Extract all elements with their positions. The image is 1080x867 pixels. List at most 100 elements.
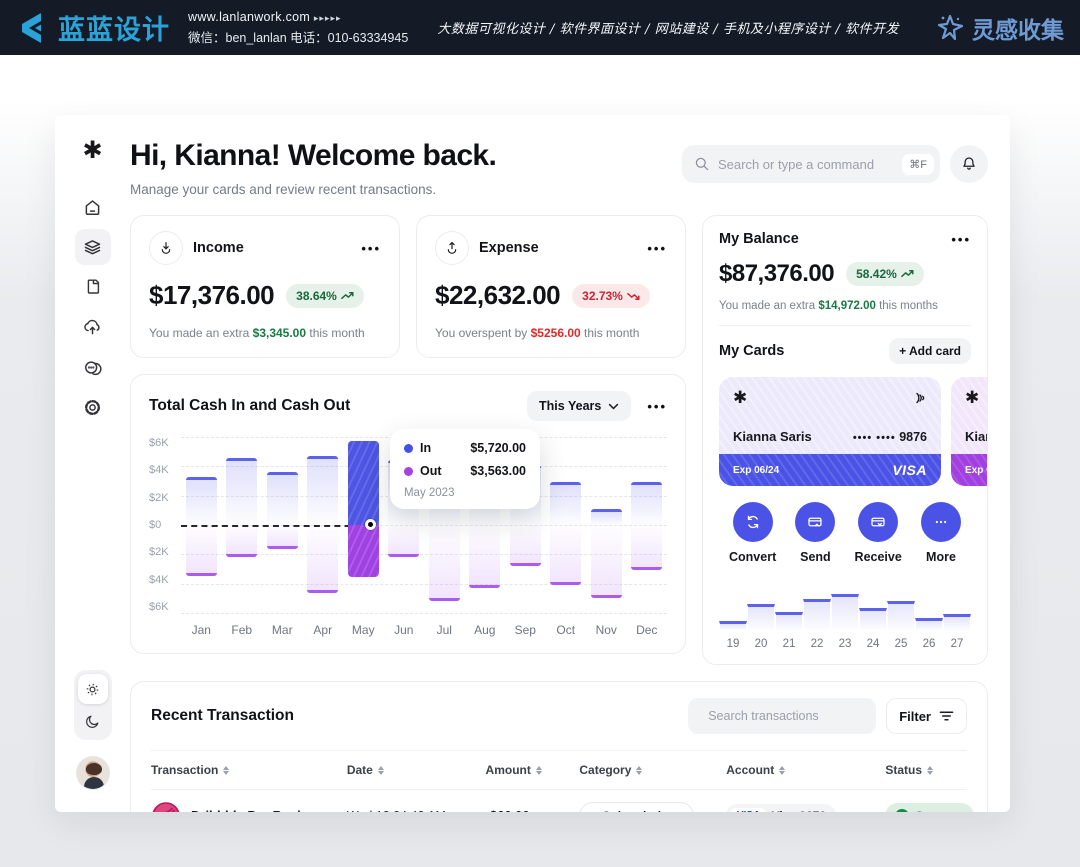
x-tick: Mar	[271, 623, 293, 637]
light-mode-button[interactable]	[77, 674, 108, 704]
banner-contact-line: 微信：ben_lanlan 电话：010-63334945	[188, 30, 409, 45]
gridline	[181, 613, 667, 614]
visa-logo: VISA	[730, 808, 766, 812]
notifications-button[interactable]	[950, 145, 988, 183]
sidebar-item-settings[interactable]	[75, 389, 111, 425]
balance-menu-button[interactable]: •••	[951, 231, 971, 247]
bar-out	[631, 525, 663, 571]
x-tick: Dec	[636, 623, 658, 637]
credit-card-1[interactable]: ✱ Kianna Saris •••• •••• 9876 Exp 06/24 …	[719, 377, 941, 486]
table-row[interactable]: Dribbble Pro Business Wed 12:24:42 AM-$60…	[151, 789, 975, 812]
cloud-upload-icon	[84, 319, 100, 334]
mini-bar-21	[775, 612, 803, 630]
contactless-icon	[916, 392, 925, 404]
more-dots-icon	[935, 520, 947, 524]
filter-button[interactable]: Filter	[886, 698, 967, 734]
transaction-name: Dribbble Pro Business	[191, 808, 330, 812]
income-menu-button[interactable]: •••	[361, 240, 381, 256]
cashflow-title: Total Cash In and Cash Out	[149, 397, 351, 414]
card-masked-digits: •••• ••••	[852, 432, 896, 444]
x-tick: Feb	[231, 623, 253, 637]
banner-url: www.lanlanwork.com	[188, 9, 311, 24]
bar-out	[550, 525, 582, 586]
more-button[interactable]: More	[920, 502, 961, 564]
chart-column-oct[interactable]	[546, 437, 587, 613]
transactions-search-input[interactable]	[708, 709, 870, 723]
expense-trend-badge: 32.73%	[572, 283, 650, 308]
banner-contact: www.lanlanwork.com ▸▸▸▸▸ 微信：ben_lanlan 电…	[188, 10, 408, 46]
expense-menu-button[interactable]: •••	[647, 240, 667, 256]
chart-column-dec[interactable]	[627, 437, 668, 613]
send-card-icon	[808, 517, 823, 527]
x-tick: Sep	[514, 623, 536, 637]
income-trend-badge: 38.64%	[286, 283, 364, 308]
my-cards-title: My Cards	[719, 343, 785, 359]
bar-out	[509, 525, 541, 567]
range-dropdown[interactable]: This Years	[527, 391, 632, 421]
layers-icon	[84, 239, 101, 254]
x-tick: Nov	[595, 623, 617, 637]
gridline	[181, 525, 667, 526]
sidebar-item-cloud-upload[interactable]	[75, 309, 111, 345]
income-amount: $17,376.00	[149, 280, 275, 310]
chart-column-apr[interactable]	[303, 437, 344, 613]
dark-mode-button[interactable]	[78, 706, 108, 736]
mini-bar-27	[943, 613, 971, 630]
income-download-icon	[149, 231, 183, 265]
out-dot	[403, 466, 413, 476]
sidebar-item-dashboard[interactable]	[74, 229, 111, 265]
receive-button[interactable]: Receive	[855, 502, 902, 564]
column-header-status[interactable]: Status	[885, 750, 967, 789]
chart-column-mar[interactable]	[262, 437, 303, 613]
dashboard-panel: ✱	[55, 115, 1010, 812]
bar-in	[226, 457, 258, 525]
chart-column-nov[interactable]	[586, 437, 627, 613]
sort-icon	[535, 765, 542, 775]
moon-icon	[86, 715, 99, 728]
column-header-date[interactable]: Date	[346, 750, 486, 789]
add-card-button[interactable]: + Add card	[889, 338, 971, 364]
check-icon: ✓	[895, 808, 910, 812]
expense-amount: $22,632.00	[435, 280, 561, 310]
day-label: 21	[782, 638, 796, 650]
x-tick: Oct	[556, 623, 576, 637]
column-header-amount[interactable]: Amount	[485, 750, 580, 789]
convert-button[interactable]: Convert	[729, 502, 776, 564]
column-header-account[interactable]: Account	[726, 750, 886, 789]
sidebar-item-messages[interactable]	[75, 349, 111, 385]
cashflow-menu-button[interactable]: •••	[647, 398, 667, 414]
send-button[interactable]: Send	[795, 502, 836, 564]
bar-in	[550, 481, 582, 525]
sidebar-item-home[interactable]	[75, 189, 111, 225]
column-header-category[interactable]: Category	[579, 750, 727, 789]
credit-card-2[interactable]: ✱ Kianna Exp 06/2	[951, 377, 987, 486]
chart-tooltip: In $5,720.00 Out $3,563.00 May 2023	[389, 429, 540, 509]
column-header-transaction[interactable]: Transaction	[151, 750, 347, 789]
sort-icon	[927, 765, 934, 775]
transactions-search[interactable]	[688, 698, 877, 734]
balance-trend-badge: 58.42%	[846, 262, 924, 286]
user-avatar[interactable]	[75, 756, 110, 790]
tooltip-out-value: $3,563.00	[470, 464, 526, 478]
x-tick: Apr	[313, 623, 333, 637]
search-shortcut-chip: ⌘F	[902, 153, 934, 175]
search-input[interactable]	[718, 156, 903, 172]
sidebar-item-documents[interactable]	[75, 269, 111, 305]
chart-column-may[interactable]	[343, 437, 384, 613]
tooltip-out-label: Out	[419, 464, 442, 478]
transactions-table-body: Dribbble Pro Business Wed 12:24:42 AM-$60…	[151, 789, 975, 812]
y-tick: $4K	[149, 464, 169, 477]
transactions-table-header: Transaction Date Amount Category Account Stat…	[151, 750, 967, 789]
card-logo-asterisk-icon: ✱	[733, 388, 748, 407]
chart-column-feb[interactable]	[222, 437, 263, 613]
chart-column-jan[interactable]	[181, 437, 222, 613]
app-logo-asterisk-icon: ✱	[82, 137, 103, 164]
account-pill: VISAVisa 9876	[726, 804, 837, 812]
x-tick: May	[351, 623, 375, 637]
day-label: 27	[950, 638, 964, 650]
gridline	[181, 583, 667, 585]
sort-icon	[779, 765, 786, 775]
mini-bar-25	[887, 601, 915, 630]
balance-title: My Balance	[719, 231, 799, 247]
global-search[interactable]: ⌘F	[682, 145, 940, 183]
